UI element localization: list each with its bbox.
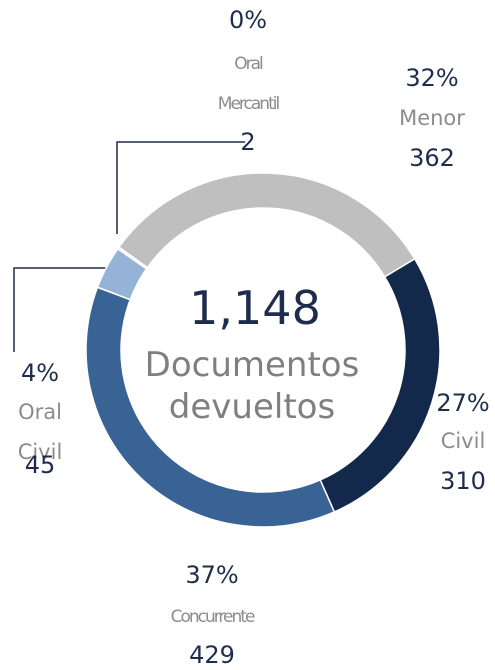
value-label: 45 <box>24 451 56 479</box>
category-label: Concurrente <box>170 607 256 627</box>
center-label: Documentos devueltos <box>144 345 360 427</box>
value-label: 429 <box>189 641 235 669</box>
category-label: Oral Civil <box>17 400 63 464</box>
value-label: 310 <box>440 467 486 495</box>
percent-label: 32% <box>405 64 459 92</box>
category-label: Oral Mercantil <box>217 54 280 114</box>
leader-line <box>116 141 245 234</box>
category-label: Civil <box>440 429 486 453</box>
leader-line <box>13 267 106 352</box>
percent-label: 0% <box>228 6 268 34</box>
donut-segment <box>117 172 416 278</box>
donut-segment <box>116 246 149 270</box>
percent-label: 4% <box>20 359 60 387</box>
category-label: Menor <box>399 106 465 130</box>
value-label: 362 <box>409 144 455 172</box>
percent-label: 27% <box>436 389 490 417</box>
percent-label: 37% <box>185 561 239 589</box>
total-label: 1,148 <box>189 281 321 335</box>
value-label: 2 <box>240 128 256 156</box>
